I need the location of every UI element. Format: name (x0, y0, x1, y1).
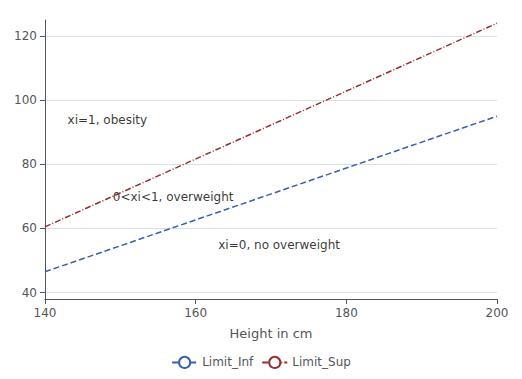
svg-text:100: 100 (14, 93, 37, 107)
svg-text:180: 180 (335, 306, 358, 320)
svg-text:Height in cm: Height in cm (230, 326, 313, 341)
svg-text:120: 120 (14, 29, 37, 43)
svg-text:140: 140 (34, 306, 57, 320)
svg-text:40: 40 (22, 286, 37, 300)
svg-text:60: 60 (22, 221, 37, 235)
svg-text:xi=0, no overweight: xi=0, no overweight (218, 238, 340, 252)
svg-text:200: 200 (486, 306, 509, 320)
svg-text:0<xi<1, overweight: 0<xi<1, overweight (113, 190, 234, 204)
svg-text:80: 80 (22, 157, 37, 171)
svg-text:xi=1, obesity: xi=1, obesity (68, 113, 148, 127)
svg-text:Limit_Inf: Limit_Inf (202, 355, 254, 369)
svg-text:160: 160 (184, 306, 207, 320)
svg-text:Limit_Sup: Limit_Sup (292, 355, 351, 369)
